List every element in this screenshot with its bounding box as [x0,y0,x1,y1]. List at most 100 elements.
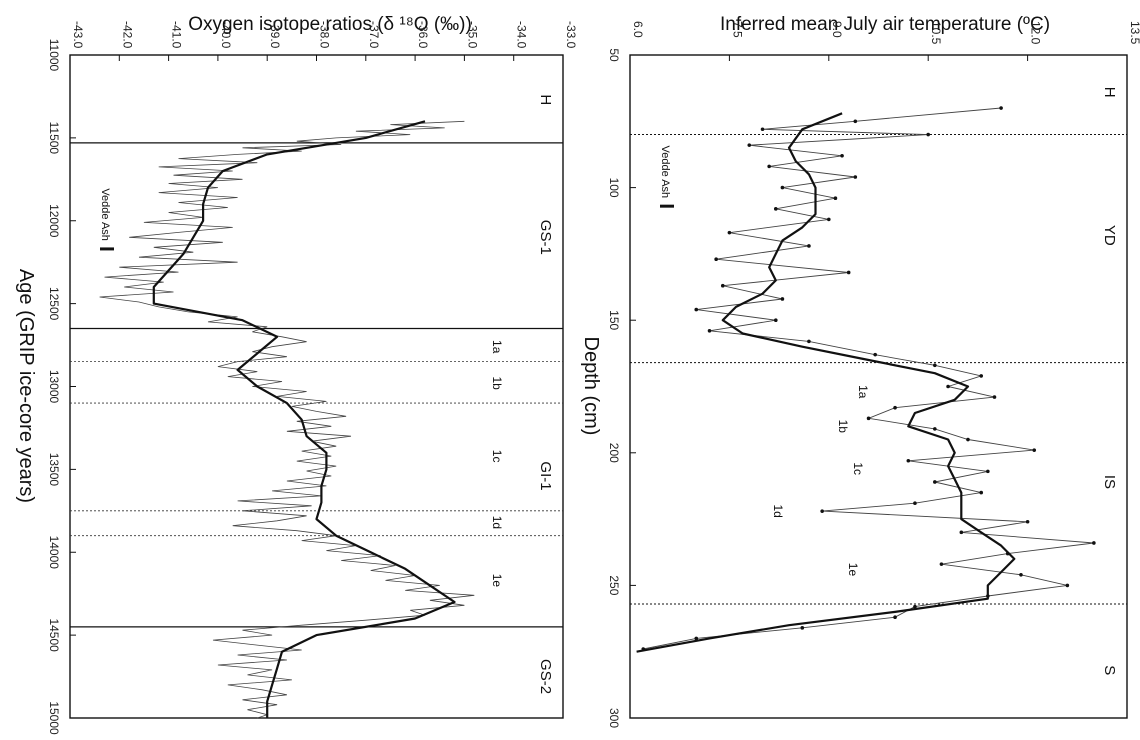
temp-zone-label: H [1101,87,1118,98]
temp-raw-point [1092,541,1096,545]
temp-zone-label: IS [1101,475,1118,489]
temp-raw-point [833,196,838,201]
iso-zone-label: H [537,94,554,105]
temp-raw-point [853,119,858,124]
temp-age-tick-label: 200 [607,443,621,463]
iso-subzone-label: 1c [490,450,504,463]
iso-age-tick-label: 11000 [47,39,61,72]
temp-raw-series-line [643,107,1094,650]
temp-raw-point [827,217,831,222]
iso-value-tick-label: -41.0 [170,21,184,49]
temp-raw-point [720,283,725,288]
iso-age-tick-label: 11500 [47,122,61,155]
temp-raw-point [807,339,811,344]
temp-raw-point [747,143,752,147]
temp-value-tick-label: 9.0 [830,21,844,38]
temp-raw-point [780,185,785,190]
temp-raw-point [707,329,712,333]
temp-raw-point [1025,519,1030,524]
temp-raw-point [767,164,771,169]
temp-raw-point [979,374,984,378]
temp-raw-point [694,307,699,312]
temp-raw-point [986,469,990,474]
temp-raw-point [694,636,699,641]
temp-raw-point [846,270,851,275]
temp-raw-point [992,395,997,399]
temp-subzone-label: 1b [836,420,850,434]
temp-raw-point [893,405,897,410]
temp-raw-point [773,318,778,323]
temp-age-tick-label: 100 [607,178,621,198]
temp-raw-point [913,501,917,505]
temp-raw-point [1065,583,1070,588]
temp-age-tick-label: 150 [607,310,621,330]
iso-value-tick-label: -35.0 [465,21,479,49]
temp-raw-point [1032,448,1037,452]
temp-raw-point [959,530,964,535]
temp-raw-point [840,153,844,158]
temp-subzone-label: 1a [856,385,870,399]
iso-subzone-label: 1b [490,377,504,391]
temp-subzone-label: 1d [771,504,785,517]
iso-subzone-label: 1d [490,516,504,529]
temp-smoothed-series-line [636,112,1016,653]
temp-value-tick-label: 6.0 [631,21,645,38]
temp-raw-point [979,490,984,495]
temp-raw-point [807,244,811,248]
temp-subzone-label: 1c [851,462,865,475]
left-panel-title: Oxygen isotope ratios (δ ¹⁸O (‰)) [188,14,472,35]
temp-raw-point [760,127,765,132]
iso-value-tick-label: -36.0 [416,21,430,49]
iso-age-tick-label: 13500 [47,453,61,487]
temp-raw-point [913,604,917,609]
iso-zone-label: GI-1 [537,461,554,490]
iso-value-tick-label: -38.0 [318,21,332,49]
iso-zone-label: GS-1 [537,220,554,255]
temp-raw-point [873,352,877,357]
temp-raw-point [893,615,897,620]
temp-raw-point [933,480,937,484]
temp-raw-point [906,458,911,463]
temp-value-tick-label: 13.5 [1128,21,1140,45]
temp-raw-point [780,297,785,301]
temp-age-tick-label: 300 [607,708,621,728]
temp-raw-point [933,427,937,431]
iso-value-tick-label: -42.0 [120,21,134,49]
temp-raw-point [999,106,1003,110]
temp-raw-point [773,207,778,211]
iso-value-tick-label: -43.0 [71,21,85,49]
temp-raw-point [1019,572,1023,577]
temp-raw-point [800,626,805,630]
temp-zone-label: S [1101,665,1118,675]
iso-age-tick-label: 12000 [47,204,61,238]
temp-subzone-label: 1e [846,563,860,577]
iso-subzone-label: 1a [490,340,504,354]
iso-smoothed-series-line [152,120,456,718]
temp-raw-point [926,132,930,137]
iso-age-tick-label: 14500 [47,618,61,652]
temp-plot-frame [629,54,1128,719]
temp-raw-point [939,562,944,566]
iso-value-tick-label: -34.0 [515,21,529,49]
isotope-panel: -43.0 -42.0 -41.0 -40.0 -39.0 -38.0 -37.0 -36.0… [15,21,578,735]
temp-raw-point [933,363,937,368]
iso-plot-frame [69,54,564,719]
temp-raw-point [714,257,718,262]
iso-subzone-label: 1e [490,574,504,588]
iso-vedde-ash-label: Vedde Ash [99,188,111,241]
temp-raw-point [866,416,871,421]
iso-value-tick-label: -39.0 [268,21,282,49]
temp-value-tick-label: 12.0 [1029,21,1043,45]
temp-raw-point [966,437,970,442]
temp-value-tick-label: 7.5 [730,21,744,38]
iso-age-tick-label: 12500 [47,287,61,321]
iso-age-tick-label: 14000 [47,536,61,570]
temp-age-tick-label: 50 [607,48,621,62]
iso-zone-label: GS-2 [537,659,554,694]
right-panel-title: Inferred mean July air temperature (ºC) [720,14,1050,35]
iso-value-tick-label: -40.0 [219,21,233,49]
iso-raw-series-line [99,120,475,719]
temp-zone-label: YD [1101,225,1118,246]
temp-raw-point [820,509,824,513]
